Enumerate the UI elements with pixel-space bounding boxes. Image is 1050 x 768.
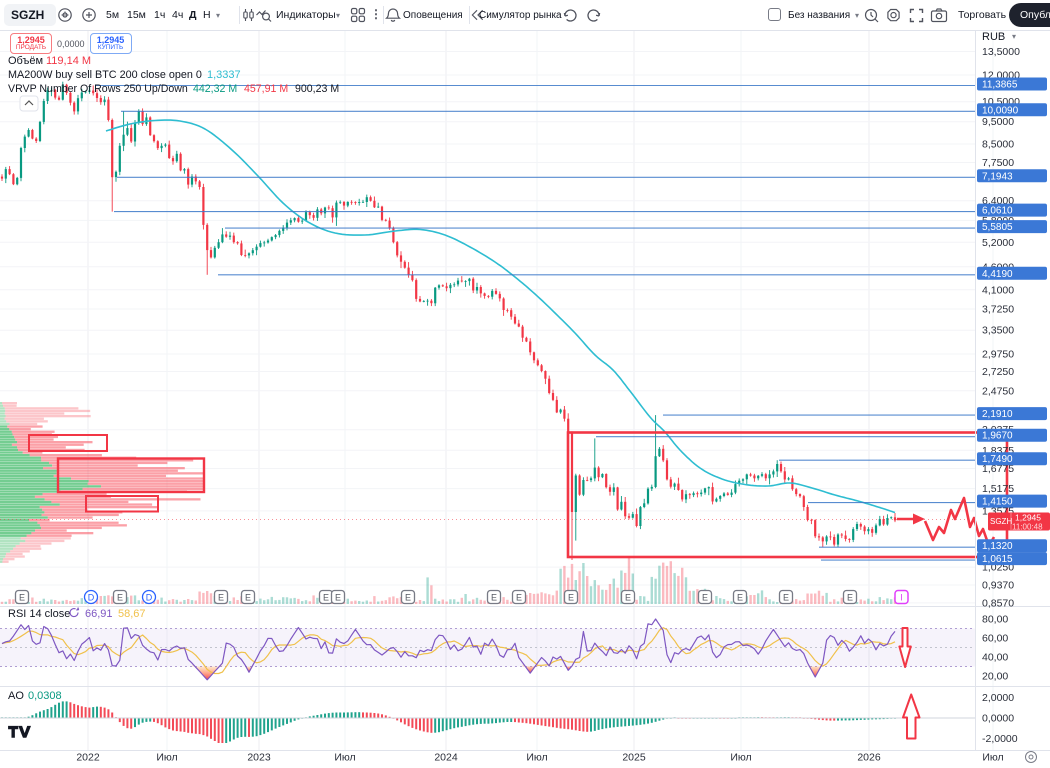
svg-text:SGZH: SGZH — [990, 517, 1012, 526]
svg-text:E: E — [702, 593, 708, 603]
svg-text:40,00: 40,00 — [982, 652, 1008, 664]
svg-text:0,0308: 0,0308 — [28, 690, 62, 702]
svg-text:E: E — [737, 593, 743, 603]
svg-text:Объём: Объём — [8, 55, 43, 67]
svg-text:E: E — [323, 593, 329, 603]
svg-text:80,00: 80,00 — [982, 614, 1008, 626]
svg-text:60,00: 60,00 — [982, 633, 1008, 645]
svg-text:E: E — [19, 593, 25, 603]
svg-text:E: E — [245, 593, 251, 603]
svg-text:E: E — [783, 593, 789, 603]
svg-text:2023: 2023 — [247, 752, 271, 764]
svg-text:457,91 M: 457,91 M — [244, 83, 288, 95]
svg-text:1,5175: 1,5175 — [982, 483, 1014, 495]
svg-text:4,4190: 4,4190 — [982, 269, 1013, 280]
svg-text:1,1320: 1,1320 — [982, 541, 1013, 552]
svg-text:Июл: Июл — [156, 752, 177, 764]
svg-text:9,5000: 9,5000 — [982, 116, 1014, 128]
svg-text:1,4150: 1,4150 — [982, 497, 1013, 508]
svg-text:MA200W buy sell BTC 200 close: MA200W buy sell BTC 200 close open 0 — [8, 69, 202, 81]
svg-text:2,4750: 2,4750 — [982, 385, 1014, 397]
svg-text:119,14 M: 119,14 M — [46, 55, 91, 67]
svg-text:1,7490: 1,7490 — [982, 454, 1013, 465]
svg-text:5,2000: 5,2000 — [982, 237, 1014, 249]
svg-text:5,5805: 5,5805 — [982, 222, 1013, 233]
svg-text:58,67: 58,67 — [118, 608, 146, 620]
svg-text:2,1910: 2,1910 — [982, 409, 1013, 420]
svg-text:20,00: 20,00 — [982, 671, 1008, 683]
svg-text:1,3337: 1,3337 — [207, 69, 241, 81]
svg-text:Июл: Июл — [334, 752, 355, 764]
svg-text:2,0000: 2,0000 — [982, 692, 1014, 704]
svg-text:Июл: Июл — [730, 752, 751, 764]
svg-text:3,7250: 3,7250 — [982, 304, 1014, 316]
svg-text:4,1000: 4,1000 — [982, 284, 1014, 296]
svg-text:0,9370: 0,9370 — [982, 580, 1014, 592]
svg-text:E: E — [117, 593, 123, 603]
svg-text:8,5000: 8,5000 — [982, 139, 1014, 151]
svg-text:Июл: Июл — [982, 752, 1003, 764]
svg-text:1,6775: 1,6775 — [982, 463, 1014, 475]
svg-text:E: E — [625, 593, 631, 603]
svg-text:VRVP Number Of Rows 250 Up/Dow: VRVP Number Of Rows 250 Up/Down — [8, 83, 188, 95]
svg-text:7,7500: 7,7500 — [982, 157, 1014, 169]
svg-text:E: E — [491, 593, 497, 603]
svg-text:E: E — [218, 593, 224, 603]
svg-text:I: I — [900, 593, 903, 603]
svg-text:3,3500: 3,3500 — [982, 325, 1014, 337]
svg-text:E: E — [516, 593, 522, 603]
svg-text:AO: AO — [8, 690, 24, 702]
svg-text:0,8570: 0,8570 — [982, 597, 1014, 609]
svg-text:1,2945: 1,2945 — [1015, 513, 1041, 523]
svg-text:1,0615: 1,0615 — [982, 554, 1013, 565]
svg-text:E: E — [568, 593, 574, 603]
svg-text:E: E — [847, 593, 853, 603]
svg-text:E: E — [335, 593, 341, 603]
svg-text:2024: 2024 — [434, 752, 458, 764]
svg-text:7,1943: 7,1943 — [982, 171, 1013, 182]
svg-text:D: D — [146, 593, 153, 603]
svg-text:D: D — [88, 593, 95, 603]
svg-text:Июл: Июл — [526, 752, 547, 764]
svg-text:11,3865: 11,3865 — [982, 80, 1018, 91]
svg-text:900,23 M: 900,23 M — [295, 83, 339, 95]
svg-text:442,32 M: 442,32 M — [193, 83, 237, 95]
svg-text:10,0090: 10,0090 — [982, 105, 1019, 116]
svg-text:1,9670: 1,9670 — [982, 431, 1013, 442]
svg-text:RSI 14 close: RSI 14 close — [8, 608, 70, 620]
svg-text:2,7250: 2,7250 — [982, 366, 1014, 378]
svg-text:E: E — [405, 593, 411, 603]
svg-text:6,0610: 6,0610 — [982, 206, 1013, 217]
svg-text:▾: ▾ — [1012, 32, 1016, 41]
svg-text:2025: 2025 — [622, 752, 646, 764]
svg-text:13,5000: 13,5000 — [982, 46, 1020, 58]
svg-text:0,0000: 0,0000 — [982, 713, 1014, 725]
svg-text:66,91: 66,91 — [85, 608, 113, 620]
svg-text:-2,0000: -2,0000 — [982, 733, 1018, 745]
svg-text:2022: 2022 — [76, 752, 100, 764]
svg-text:RUB: RUB — [982, 31, 1005, 43]
svg-text:2,9750: 2,9750 — [982, 349, 1014, 361]
svg-text:11:00:48: 11:00:48 — [1012, 523, 1043, 532]
svg-text:2026: 2026 — [857, 752, 881, 764]
